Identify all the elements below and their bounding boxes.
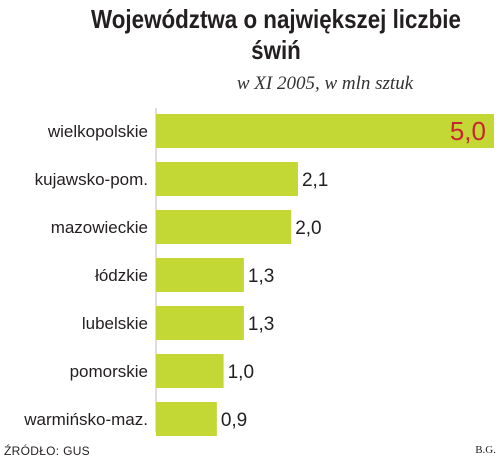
source-note: ŹRÓDŁO: GUS xyxy=(4,444,90,458)
author-credit: B.G. xyxy=(475,444,496,456)
bar-row-pomorskie: pomorskie 1,0 xyxy=(70,354,254,388)
bar-row-mazowieckie: mazowieckie 2,0 xyxy=(51,210,322,244)
bar-row-kujawsko-pom: kujawsko-pom. 2,1 xyxy=(35,162,328,196)
bar xyxy=(156,354,224,388)
bar-row-wielkopolskie: wielkopolskie 5,0 xyxy=(47,114,494,148)
bars-group: wielkopolskie 5,0 kujawsko-pom. 2,1 mazowiec… xyxy=(23,114,494,436)
value-label: 0,9 xyxy=(221,410,247,431)
bar-row-lodzkie: łódzkie 1,3 xyxy=(95,258,274,292)
bar-row-lubelskie: lubelskie 1,3 xyxy=(82,306,274,340)
category-label: mazowieckie xyxy=(51,218,148,237)
chart-title: Województwa o największej liczbie świń xyxy=(91,4,461,65)
value-label: 2,0 xyxy=(295,218,321,239)
category-label: łódzkie xyxy=(95,266,148,285)
category-label: wielkopolskie xyxy=(47,122,148,141)
value-label: 1,3 xyxy=(248,266,274,287)
value-label: 1,0 xyxy=(228,362,254,383)
value-label: 2,1 xyxy=(302,170,328,191)
value-label: 5,0 xyxy=(450,116,486,146)
bar xyxy=(156,402,217,436)
bar xyxy=(156,306,244,340)
bar xyxy=(156,258,244,292)
bar xyxy=(156,210,292,244)
category-label: pomorskie xyxy=(70,362,148,381)
chart-subtitle: w XI 2005, w mln sztuk xyxy=(236,73,414,94)
category-label: lubelskie xyxy=(82,314,148,333)
bar-row-warminsko-maz: warmińsko-maz. 0,9 xyxy=(23,402,247,436)
value-label: 1,3 xyxy=(248,314,274,335)
bar xyxy=(156,114,494,148)
category-label: warmińsko-maz. xyxy=(23,410,148,429)
bar xyxy=(156,162,298,196)
category-label: kujawsko-pom. xyxy=(35,170,148,189)
